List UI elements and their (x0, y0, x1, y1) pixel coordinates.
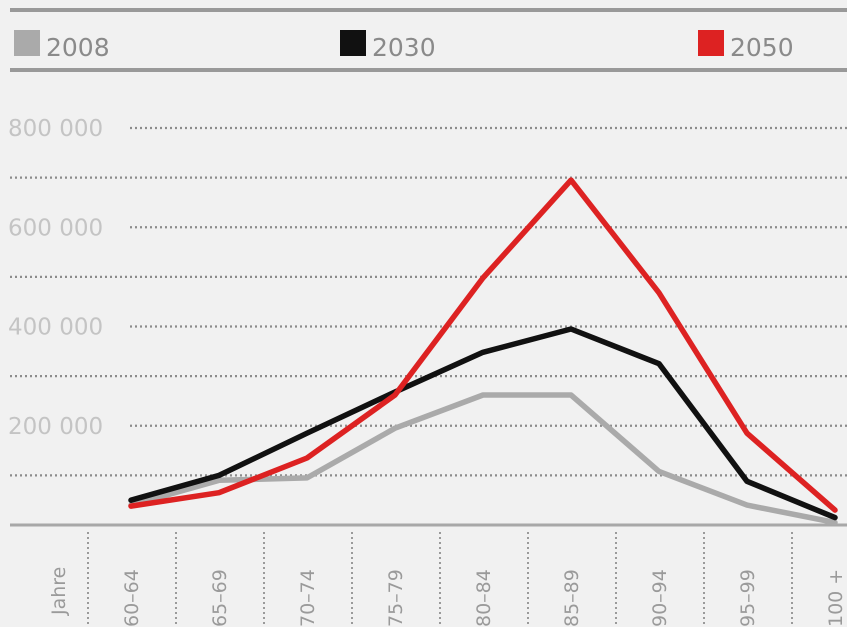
series-line-2050 (128, 177, 838, 513)
x-tick-label: 100 + (825, 569, 847, 627)
x-tick-label: 75–79 (385, 569, 407, 627)
legend-label-2050: 2050 (730, 33, 794, 62)
x-axis-separators (87, 532, 793, 627)
legend-label-2030: 2030 (372, 33, 436, 62)
legend-swatch-2050 (698, 30, 724, 56)
x-axis-labels: Jahre 60–64 65–69 70–74 75–79 80–84 85–89 90–94… (48, 567, 847, 627)
legend-label-2008: 2008 (46, 33, 110, 62)
x-tick-label: 70–74 (297, 569, 319, 627)
x-tick-label: 90–94 (649, 569, 671, 627)
y-tick-label: 400 000 (8, 315, 103, 341)
legend: 2008 2030 2050 (14, 30, 794, 62)
y-tick-label: 200 000 (8, 414, 103, 440)
x-tick-label: 60–64 (121, 569, 143, 627)
x-tick-label: 85–89 (561, 569, 583, 627)
x-unit-label: Jahre (48, 567, 70, 616)
gridlines (10, 126, 847, 477)
legend-swatch-2008 (14, 30, 40, 56)
series-line-2030 (128, 326, 838, 521)
y-tick-label: 600 000 (8, 215, 103, 241)
x-tick-label: 65–69 (209, 569, 231, 627)
y-tick-label: 800 000 (8, 116, 103, 142)
x-tick-label: 95–99 (737, 569, 759, 627)
y-axis-ticks: 200 000 400 000 600 000 800 000 (8, 116, 103, 440)
legend-swatch-2030 (340, 30, 366, 56)
x-tick-label: 80–84 (473, 569, 495, 627)
series-lines (128, 177, 838, 526)
